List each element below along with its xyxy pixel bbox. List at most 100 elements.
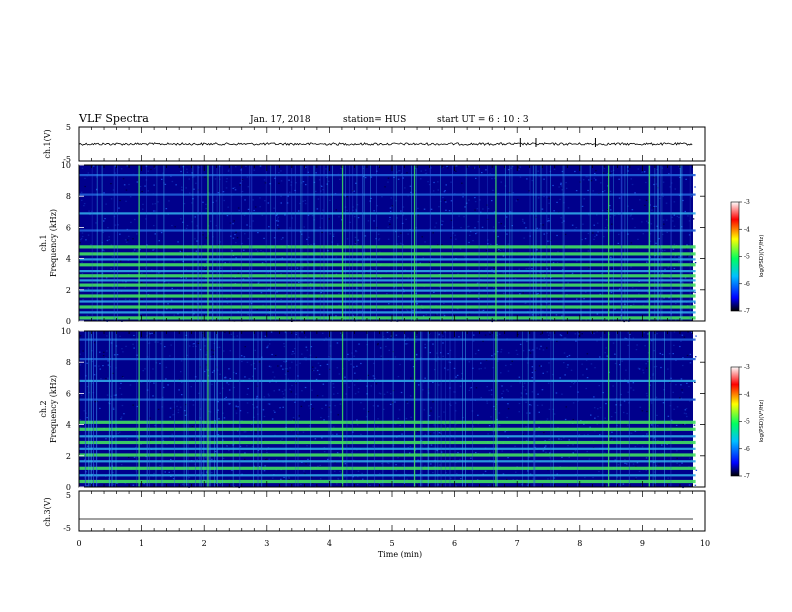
spectrogram-speckle: [189, 192, 191, 194]
spectrogram-speckle: [339, 470, 341, 473]
spectrogram-speckle: [352, 206, 354, 208]
spectrogram-speckle: [563, 337, 565, 339]
spectrogram-speckle: [670, 182, 673, 184]
spectrogram-speckle: [364, 177, 367, 179]
spectrogram-speckle: [486, 400, 488, 402]
spectrogram-speckle: [188, 476, 191, 479]
spectrogram-speckle: [685, 413, 687, 415]
spectrogram-speckle: [152, 395, 154, 397]
spectrogram-speckle: [275, 214, 278, 217]
spectrogram-speckle: [81, 199, 83, 201]
spectrogram-band: [79, 420, 696, 424]
spectrogram-speckle: [326, 363, 329, 365]
spectrogram-speckle: [344, 463, 347, 465]
spectrogram-speckle: [645, 363, 647, 365]
spectrogram-speckle: [277, 216, 279, 218]
spectrogram-speckle: [694, 381, 696, 383]
spectrogram-speckle: [378, 392, 381, 394]
spectrogram-speckle: [653, 437, 656, 439]
spectrogram-speckle: [543, 277, 546, 279]
spectrogram-streak: [85, 331, 87, 487]
spectrogram-speckle: [333, 426, 335, 428]
spectrogram-speckle: [589, 426, 591, 428]
spectrogram-speckle: [650, 223, 653, 225]
spectrogram-speckle: [172, 414, 174, 416]
spectrogram-speckle: [316, 208, 319, 210]
spectrogram-speckle: [262, 251, 264, 253]
spectrogram-speckle: [510, 363, 512, 366]
spectrogram-streak: [96, 331, 98, 487]
spectrogram-speckle: [491, 178, 493, 180]
spectrogram-speckle: [430, 463, 432, 465]
spectrogram-speckle: [268, 403, 271, 405]
spectrogram-speckle: [584, 476, 586, 479]
spectrogram-speckle: [222, 412, 224, 414]
spectrogram-speckle: [438, 384, 440, 386]
spectrogram-speckle: [351, 451, 353, 454]
spectrogram-speckle: [224, 377, 227, 379]
spectrogram-speckle: [306, 293, 308, 295]
spectrogram-speckle: [140, 281, 143, 284]
spectrogram-speckle: [388, 303, 390, 305]
spectrogram-speckle: [185, 277, 187, 279]
spectrogram-speckle: [641, 446, 644, 448]
spectrogram-speckle: [655, 396, 658, 398]
spectrogram-speckle: [142, 203, 144, 205]
spectrogram-speckle: [634, 192, 636, 194]
spectrogram-speckle: [490, 416, 492, 418]
spectrogram-speckle: [681, 334, 684, 336]
spectrogram-speckle: [594, 236, 596, 238]
spectrogram-speckle: [306, 349, 309, 351]
spectrogram-speckle: [196, 240, 198, 242]
spectrogram-speckle: [637, 367, 640, 369]
spectrogram-speckle: [487, 243, 489, 245]
spectrogram-speckle: [580, 420, 582, 422]
spectrogram-streak: [664, 331, 665, 487]
spectrogram-streak: [93, 331, 94, 487]
spectrogram-speckle: [423, 381, 425, 383]
spectrogram-speckle: [424, 347, 427, 349]
spectrogram-speckle: [120, 464, 123, 466]
spectrogram-speckle: [572, 444, 574, 446]
spectrogram-speckle: [239, 184, 241, 186]
spectrogram-speckle: [157, 408, 160, 410]
spectrogram-speckle: [486, 386, 488, 388]
spectrogram-speckle: [418, 384, 420, 386]
spectrogram-speckle: [480, 362, 482, 364]
spectrogram-speckle: [191, 221, 193, 223]
spectrogram-speckle: [656, 286, 658, 288]
spectrogram-streak: [550, 331, 552, 487]
spectrogram-speckle: [482, 309, 485, 311]
spectrogram-speckle: [228, 368, 230, 370]
spectrogram-speckle: [678, 261, 680, 263]
spectrogram-speckle: [283, 476, 285, 478]
spectrogram-speckle: [655, 183, 658, 185]
spectrogram-speckle: [244, 376, 246, 378]
spectrogram-speckle: [81, 261, 83, 263]
spectrogram-speckle: [524, 302, 527, 305]
spectrogram-speckle: [504, 431, 506, 433]
spectrogram-band: [79, 263, 696, 267]
spectrogram-speckle: [635, 465, 637, 467]
spectrogram-streak: [88, 331, 89, 487]
spectrogram-speckle: [311, 261, 314, 263]
spectrogram-speckle: [399, 424, 401, 426]
spectrogram-speckle: [429, 433, 432, 435]
spectrogram-speckle: [488, 331, 491, 333]
spectrogram-speckle: [614, 214, 616, 217]
spectrogram-speckle: [477, 221, 479, 223]
spectrogram-speckle: [253, 465, 255, 467]
spectrogram-speckle: [276, 218, 279, 220]
spectrogram-speckle: [627, 166, 629, 168]
spectrogram-speckle: [329, 368, 331, 370]
spectrogram-speckle: [605, 403, 607, 405]
spectrogram-speckle: [629, 333, 631, 335]
spectrogram-streak: [382, 331, 384, 487]
spectrogram-speckle: [666, 219, 668, 221]
spectrogram-speckle: [217, 434, 220, 436]
spectrogram-speckle: [350, 423, 352, 425]
spectrogram-speckle: [377, 233, 380, 235]
spectrogram-speckle: [654, 255, 656, 257]
spectrogram-speckle: [245, 165, 247, 167]
spectrogram-speckle: [215, 200, 218, 202]
